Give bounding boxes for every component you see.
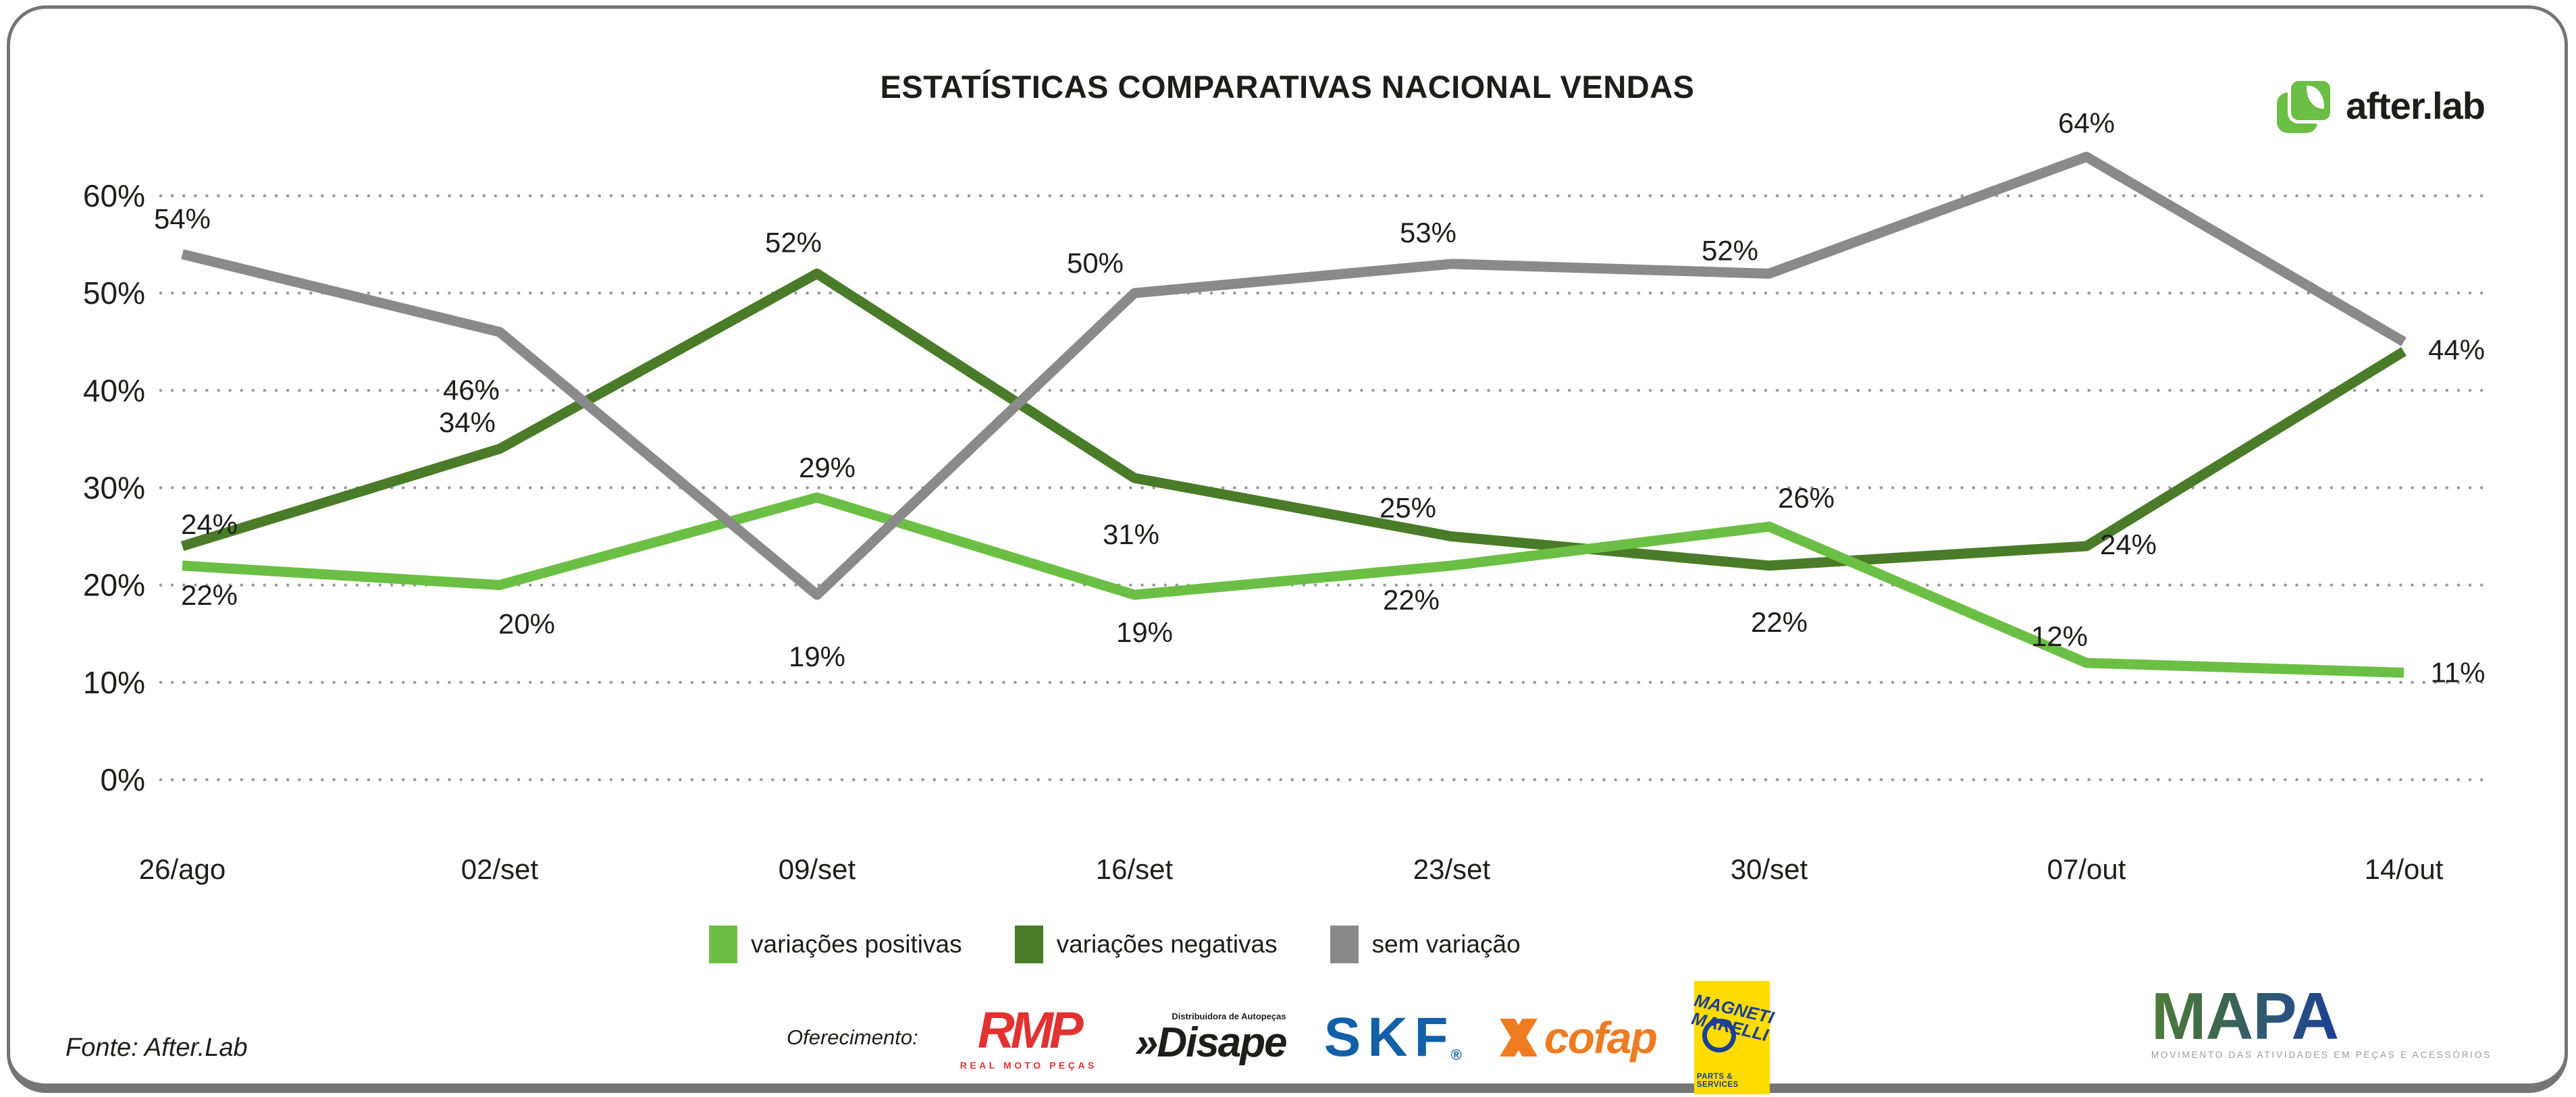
data-label-variações-positivas: 11% xyxy=(2431,656,2486,688)
data-label-variações-positivas: 22% xyxy=(181,579,238,611)
sponsors-row: Oferecimento: RMP REAL MOTO PEÇAS Distri… xyxy=(787,980,1776,1096)
y-axis-tick: 0% xyxy=(101,762,145,797)
mapa-subtitle: MOVIMENTO DAS ATIVIDADES EM PEÇAS E ACES… xyxy=(2151,1050,2492,1061)
legend-label-negativas: variações negativas xyxy=(1056,930,1278,958)
legend-swatch-sem-variacao xyxy=(1330,926,1359,963)
afterlab-logo: after.lab xyxy=(2277,76,2486,134)
rmp-logo: RMP REAL MOTO PEÇAS xyxy=(960,1002,1097,1071)
skf-logo: SKF ® xyxy=(1324,1006,1462,1069)
data-label-variações-negativas: 34% xyxy=(439,406,496,438)
rmp-wordmark: RMP xyxy=(977,1002,1084,1059)
mapa-wordmark: MAPA xyxy=(2151,979,2339,1053)
x-axis-label: 09/set xyxy=(779,853,856,885)
cofap-wordmark: cofap xyxy=(1544,1013,1658,1063)
data-label-variações-positivas: 29% xyxy=(799,452,856,483)
source-note: Fonte: After.Lab xyxy=(65,1034,248,1062)
data-label-sem-variação: 54% xyxy=(154,203,211,234)
data-label-sem-variação: 53% xyxy=(1400,217,1456,248)
data-label-sem-variação: 46% xyxy=(443,374,500,406)
data-label-sem-variação: 52% xyxy=(1702,234,1758,266)
legend-swatch-negativas xyxy=(1014,926,1043,963)
cofap-logo: cofap xyxy=(1499,1012,1658,1063)
y-axis-tick: 30% xyxy=(83,470,145,505)
magneti-subtitle: PARTS & SERVICES xyxy=(1696,1073,1739,1089)
legend-item-sem-variacao: sem variação xyxy=(1330,926,1521,963)
registered-mark-icon: ® xyxy=(1450,1046,1462,1063)
legend-swatch-positivas xyxy=(709,926,737,963)
y-axis-tick: 60% xyxy=(83,178,145,213)
y-axis-tick: 50% xyxy=(83,275,145,311)
x-axis-label: 16/set xyxy=(1096,853,1174,885)
chart-legend: variações positivas variações negativas … xyxy=(709,926,1521,963)
rmp-subtitle: REAL MOTO PEÇAS xyxy=(960,1060,1097,1071)
afterlab-icon-front-square xyxy=(2288,78,2334,124)
afterlab-icon xyxy=(2277,76,2335,134)
series-line-1 xyxy=(180,268,2407,571)
data-label-variações-positivas: 19% xyxy=(1116,616,1173,648)
data-label-variações-positivas: 12% xyxy=(2031,620,2088,652)
legend-label-positivas: variações positivas xyxy=(751,930,962,958)
chart-card: ESTATÍSTICAS COMPARATIVAS NACIONAL VENDA… xyxy=(7,5,2568,1096)
data-label-variações-positivas: 20% xyxy=(498,608,555,640)
skf-wordmark: SKF xyxy=(1323,1007,1455,1068)
x-axis-label: 30/set xyxy=(1731,853,1808,885)
legend-item-negativas: variações negativas xyxy=(1014,926,1278,963)
series-line-0 xyxy=(182,492,2404,678)
data-label-sem-variação: 50% xyxy=(1067,247,1124,279)
disape-chevrons: » xyxy=(1134,1019,1159,1066)
disape-wordmark: Disape xyxy=(1157,1019,1287,1066)
data-label-variações-negativas: 24% xyxy=(2100,529,2157,560)
data-label-variações-negativas: 22% xyxy=(1751,606,1808,638)
afterlab-wordmark: after.lab xyxy=(2346,84,2486,127)
data-label-variações-negativas: 25% xyxy=(1379,492,1436,524)
disape-logo: Distribuidora de Autopeças » Disape xyxy=(1134,1011,1288,1066)
data-label-sem-variação: 64% xyxy=(2058,107,2115,138)
data-label-variações-positivas: 22% xyxy=(1383,584,1440,616)
y-axis-tick: 20% xyxy=(83,568,145,603)
data-label-variações-negativas: 24% xyxy=(181,508,238,540)
data-label-sem-variação: 19% xyxy=(789,641,845,672)
data-label-variações-negativas: 52% xyxy=(765,226,822,258)
magneti-marelli-logo: MAGNETI MARELLI PARTS & SERVICES xyxy=(1689,981,1776,1094)
legend-item-positivas: variações positivas xyxy=(709,926,962,963)
x-axis-label: 26/ago xyxy=(139,853,226,885)
data-label-variações-negativas: 44% xyxy=(2428,334,2485,366)
x-axis-label: 14/out xyxy=(2365,853,2444,885)
mapa-logo: MAPA MOVIMENTO DAS ATIVIDADES EM PEÇAS E… xyxy=(2151,979,2492,1061)
chart-title: ESTATÍSTICAS COMPARATIVAS NACIONAL VENDA… xyxy=(880,69,1695,105)
data-label-variações-positivas: 26% xyxy=(1778,482,1835,514)
disape-subtitle: Distribuidora de Autopeças xyxy=(1172,1011,1286,1021)
y-axis-tick: 40% xyxy=(83,373,145,408)
x-axis-label: 02/set xyxy=(461,853,539,885)
y-axis-tick: 10% xyxy=(83,665,145,700)
series-line-2 xyxy=(181,151,2407,600)
oferecimento-label: Oferecimento: xyxy=(787,1025,918,1049)
legend-label-sem-variacao: sem variação xyxy=(1371,930,1521,958)
magneti-circle-icon xyxy=(1702,1019,1736,1052)
x-axis-label: 23/set xyxy=(1413,853,1491,885)
x-axis-label: 07/out xyxy=(2047,853,2126,885)
magneti-wordmark: MAGNETI MARELLI xyxy=(1688,990,1776,1045)
cofap-x-icon xyxy=(1499,1019,1537,1056)
data-label-variações-negativas: 31% xyxy=(1103,518,1159,550)
